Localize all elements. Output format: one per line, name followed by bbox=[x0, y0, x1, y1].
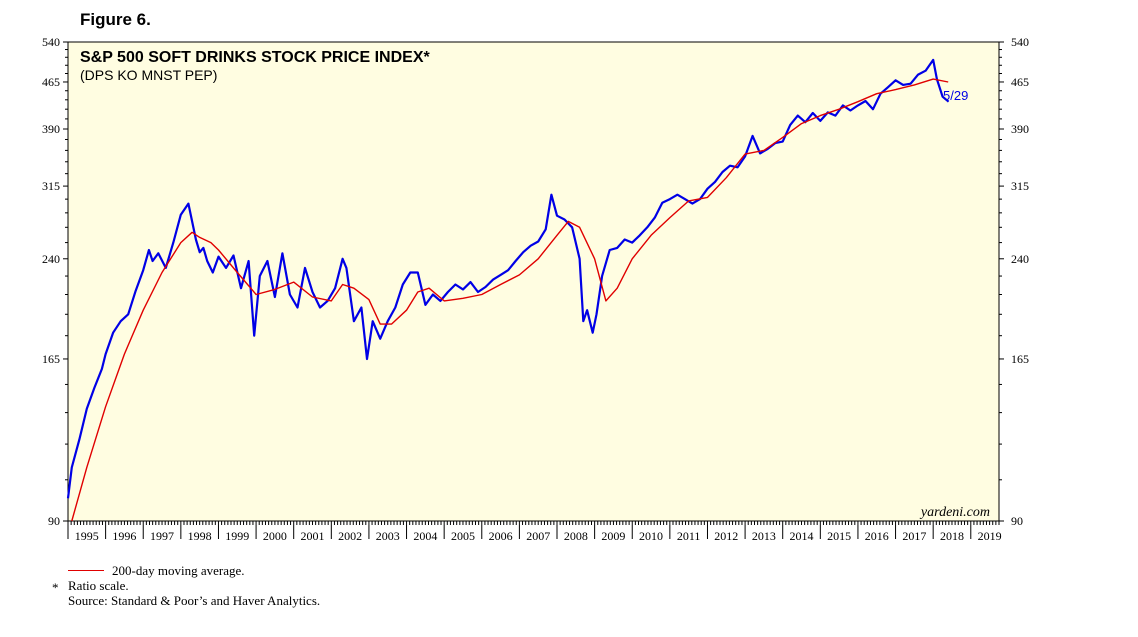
x-axis: 1995 1996 1997 1998 1999 2000 2001 2002 2003 2004… bbox=[67, 521, 1002, 543]
x-tick-label: 2013 bbox=[752, 529, 776, 543]
y-tick-label-left: 165 bbox=[42, 352, 60, 366]
plot-background bbox=[67, 41, 1000, 522]
x-tick-label: 1999 bbox=[225, 529, 249, 543]
x-tick-label: 2018 bbox=[940, 529, 964, 543]
x-tick-label: 2009 bbox=[601, 529, 625, 543]
y-tick-label-right: 240 bbox=[1011, 252, 1029, 266]
x-tick-label: 2014 bbox=[790, 529, 814, 543]
x-tick-label: 1995 bbox=[75, 529, 99, 543]
ratio-scale-note: Ratio scale. bbox=[68, 578, 129, 593]
y-tick-label-left: 465 bbox=[42, 75, 60, 89]
y-tick-label-right: 540 bbox=[1011, 35, 1029, 49]
y-tick-label-right: 390 bbox=[1011, 122, 1029, 136]
x-tick-label: 2017 bbox=[902, 529, 926, 543]
chart-subtitle: (DPS KO MNST PEP) bbox=[80, 67, 217, 83]
x-tick-label: 2001 bbox=[301, 529, 325, 543]
x-tick-label: 2003 bbox=[376, 529, 400, 543]
figure-label: Figure 6. bbox=[80, 10, 151, 29]
y-tick-label-left: 540 bbox=[42, 35, 60, 49]
x-tick-label: 2015 bbox=[827, 529, 851, 543]
x-tick-label: 2006 bbox=[489, 529, 513, 543]
series-layer bbox=[66, 58, 950, 522]
x-tick-label: 2019 bbox=[978, 529, 1002, 543]
y-tick-label-right: 90 bbox=[1011, 514, 1023, 528]
y-tick-label-left: 240 bbox=[42, 252, 60, 266]
chart-title: S&P 500 SOFT DRINKS STOCK PRICE INDEX* bbox=[80, 49, 430, 66]
footnote-star: * bbox=[52, 580, 59, 595]
y-tick-label-right: 465 bbox=[1011, 75, 1029, 89]
y-tick-label-left: 390 bbox=[42, 122, 60, 136]
x-tick-label: 2007 bbox=[526, 529, 550, 543]
y-tick-label-left: 90 bbox=[48, 514, 60, 528]
x-tick-label: 2011 bbox=[677, 529, 701, 543]
y-tick-label-right: 315 bbox=[1011, 179, 1029, 193]
series-line-moving-average bbox=[71, 78, 949, 522]
x-tick-label: 2016 bbox=[865, 529, 889, 543]
x-tick-label: 1997 bbox=[150, 529, 174, 543]
x-tick-label: 2005 bbox=[451, 529, 475, 543]
legend-label-moving-average: 200-day moving average. bbox=[112, 563, 245, 578]
source-note: Source: Standard & Poor’s and Haver Anal… bbox=[68, 593, 321, 608]
legend-swatch-moving-average bbox=[68, 570, 104, 571]
x-tick-label: 2010 bbox=[639, 529, 663, 543]
x-tick-label: 2012 bbox=[714, 529, 738, 543]
x-tick-label: 2000 bbox=[263, 529, 287, 543]
x-tick-label: 2002 bbox=[338, 529, 362, 543]
latest-date-label: 5/29 bbox=[943, 88, 968, 103]
right-y-axis: 90 165 240 315 390 465 540 bbox=[999, 35, 1029, 528]
left-y-axis: 90 165 240 315 390 465 540 bbox=[42, 35, 68, 528]
x-tick-label: 1996 bbox=[112, 529, 136, 543]
x-tick-label: 2008 bbox=[564, 529, 588, 543]
x-tick-label: 1998 bbox=[188, 529, 212, 543]
y-tick-label-left: 315 bbox=[42, 179, 60, 193]
series-line-index bbox=[66, 58, 950, 499]
y-tick-label-right: 165 bbox=[1011, 352, 1029, 366]
x-tick-label: 2004 bbox=[413, 529, 437, 543]
watermark-text: yardeni.com bbox=[919, 505, 990, 520]
